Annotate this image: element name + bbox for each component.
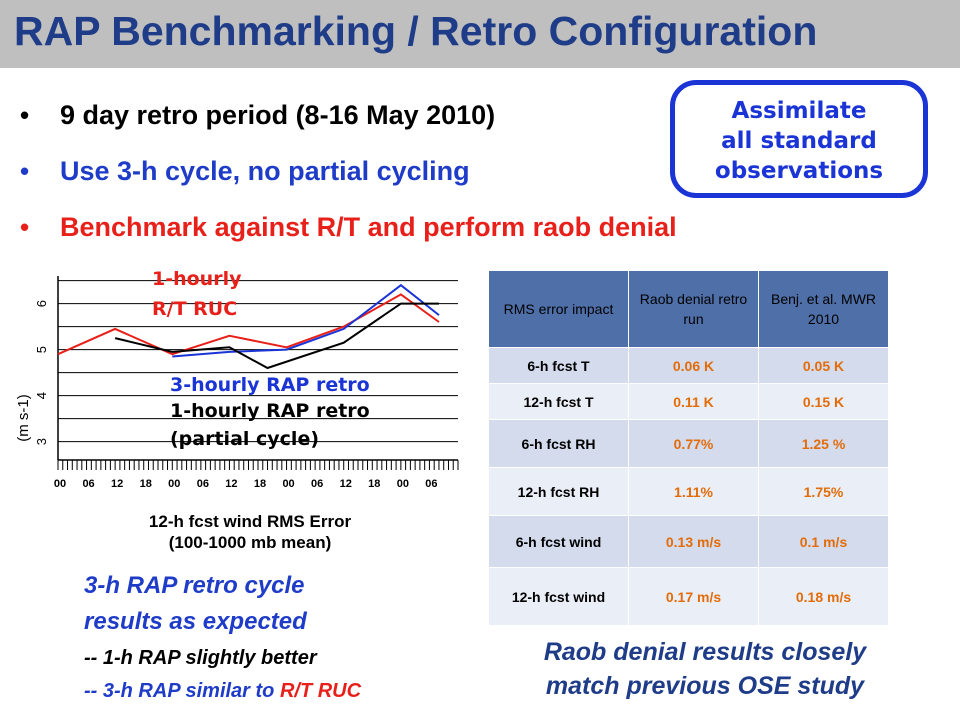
conclusion-left-4-highlight: R/T RUC (279, 680, 362, 702)
x-tick-label: 12 (340, 478, 352, 490)
table-cell-label: 6-h fcst wind (488, 515, 629, 568)
conclusion-left-3: -- 1-h RAP slightly better (84, 647, 317, 669)
table-cell-benj: 0.05 K (758, 347, 889, 384)
table-cell-retro: 1.11% (628, 467, 759, 516)
rms-impact-table: RMS error impact Raob denial retro run B… (488, 270, 889, 626)
x-tick-label: 18 (254, 478, 266, 490)
table-header-cell: Raob denial retro run (628, 270, 759, 348)
x-tick-label: 00 (168, 478, 180, 490)
conclusion-left-2: results as expected (84, 608, 307, 635)
table-cell-label: 6-h fcst RH (488, 419, 629, 468)
x-tick-label: 12 (111, 478, 123, 490)
conclusion-left-4: -- 3-h RAP similar to R/T RUC (84, 680, 361, 703)
table-cell-retro: 0.13 m/s (628, 515, 759, 568)
table-cell-retro: 0.77% (628, 419, 759, 468)
table-header-cell: RMS error impact (488, 270, 629, 348)
x-tick-label: 06 (197, 478, 209, 490)
table-cell-retro: 0.11 K (628, 383, 759, 420)
table-row: 6-h fcst RH 0.77% 1.25 % (488, 419, 889, 468)
table-row: 12-h fcst RH 1.11% 1.75% (488, 467, 889, 516)
callout-line-2: all standard (721, 128, 877, 154)
bullet-text-2: Use 3-h cycle, no partial cycling (60, 156, 470, 186)
table-header-cell: Benj. et al. MWR 2010 (758, 270, 889, 348)
table-cell-retro: 0.17 m/s (628, 567, 759, 626)
y-tick-label: 6 (34, 300, 49, 307)
wind-rms-chart: 00 06 12 18 00 06 12 18 00 06 12 18 00 06 3 4 5 6 (m s-1) … (10, 262, 470, 498)
chart-caption-2: (100-1000 mb mean) (168, 533, 332, 552)
bullet-dot-icon: • (20, 156, 30, 186)
legend-rap3: 3-hourly RAP retro (170, 374, 370, 396)
callout-line-1: Assimilate (731, 98, 867, 124)
table-row: 6-h fcst T 0.06 K 0.05 K (488, 347, 889, 384)
table-row: 6-h fcst wind 0.13 m/s 0.1 m/s (488, 515, 889, 568)
table-cell-benj: 1.75% (758, 467, 889, 516)
slide-title: RAP Benchmarking / Retro Configuration (14, 8, 818, 54)
table-row: 12-h fcst wind 0.17 m/s 0.18 m/s (488, 567, 889, 626)
x-tick-label: 18 (368, 478, 380, 490)
chart-canvas: 00 06 12 18 00 06 12 18 00 06 12 18 00 06 3 4 5 6 (m s-1) (15, 276, 459, 490)
title-bar (0, 0, 960, 68)
table-cell-label: 12-h fcst T (488, 383, 629, 420)
y-tick-label: 3 (34, 438, 49, 445)
legend-ruc-line-1: 1-hourly (152, 268, 242, 290)
conclusion-right-1: Raob denial results closely (543, 638, 867, 666)
x-tick-label: 12 (225, 478, 237, 490)
table-cell-benj: 0.1 m/s (758, 515, 889, 568)
table-cell-benj: 0.15 K (758, 383, 889, 420)
conclusion-left-4-prefix: -- 3-h RAP similar to (84, 680, 280, 702)
table-row: 12-h fcst T 0.11 K 0.15 K (488, 383, 889, 420)
x-tick-label: 00 (397, 478, 409, 490)
legend-rap1-line-1: 1-hourly RAP retro (170, 400, 370, 422)
table-cell-label: 12-h fcst wind (488, 567, 629, 626)
table-cell-benj: 0.18 m/s (758, 567, 889, 626)
conclusion-right-2: match previous OSE study (545, 672, 865, 700)
series-line (114, 302, 439, 370)
x-tick-label: 00 (54, 478, 66, 490)
table-cell-label: 12-h fcst RH (488, 467, 629, 516)
x-tick-label: 00 (282, 478, 294, 490)
conclusion-left-1: 3-h RAP retro cycle (84, 572, 305, 599)
table-cell-retro: 0.06 K (628, 347, 759, 384)
y-tick-label: 5 (34, 346, 49, 353)
legend-ruc-line-2: R/T RUC (152, 298, 238, 320)
y-axis-label: (m s-1) (15, 394, 32, 442)
bullet-dot-icon: • (20, 212, 30, 242)
callout-box: Assimilate all standard observations (670, 80, 928, 198)
table-cell-label: 6-h fcst T (488, 347, 629, 384)
series-line (172, 283, 440, 358)
x-tick-label: 06 (82, 478, 94, 490)
table-header-row: RMS error impact Raob denial retro run B… (488, 270, 889, 348)
bullet-text-3: Benchmark against R/T and perform raob d… (60, 212, 677, 242)
table-cell-benj: 1.25 % (758, 419, 889, 468)
bullet-dot-icon: • (20, 100, 30, 130)
x-tick-label: 06 (425, 478, 437, 490)
series-line (57, 293, 440, 356)
chart-caption-1: 12-h fcst wind RMS Error (148, 512, 352, 531)
y-tick-label: 4 (34, 392, 49, 399)
callout-line-3: observations (714, 158, 884, 184)
legend-rap1-line-2: (partial cycle) (170, 428, 320, 450)
bullet-text-1: 9 day retro period (8-16 May 2010) (60, 100, 496, 130)
x-tick-label: 18 (140, 478, 152, 490)
x-tick-label: 06 (311, 478, 323, 490)
